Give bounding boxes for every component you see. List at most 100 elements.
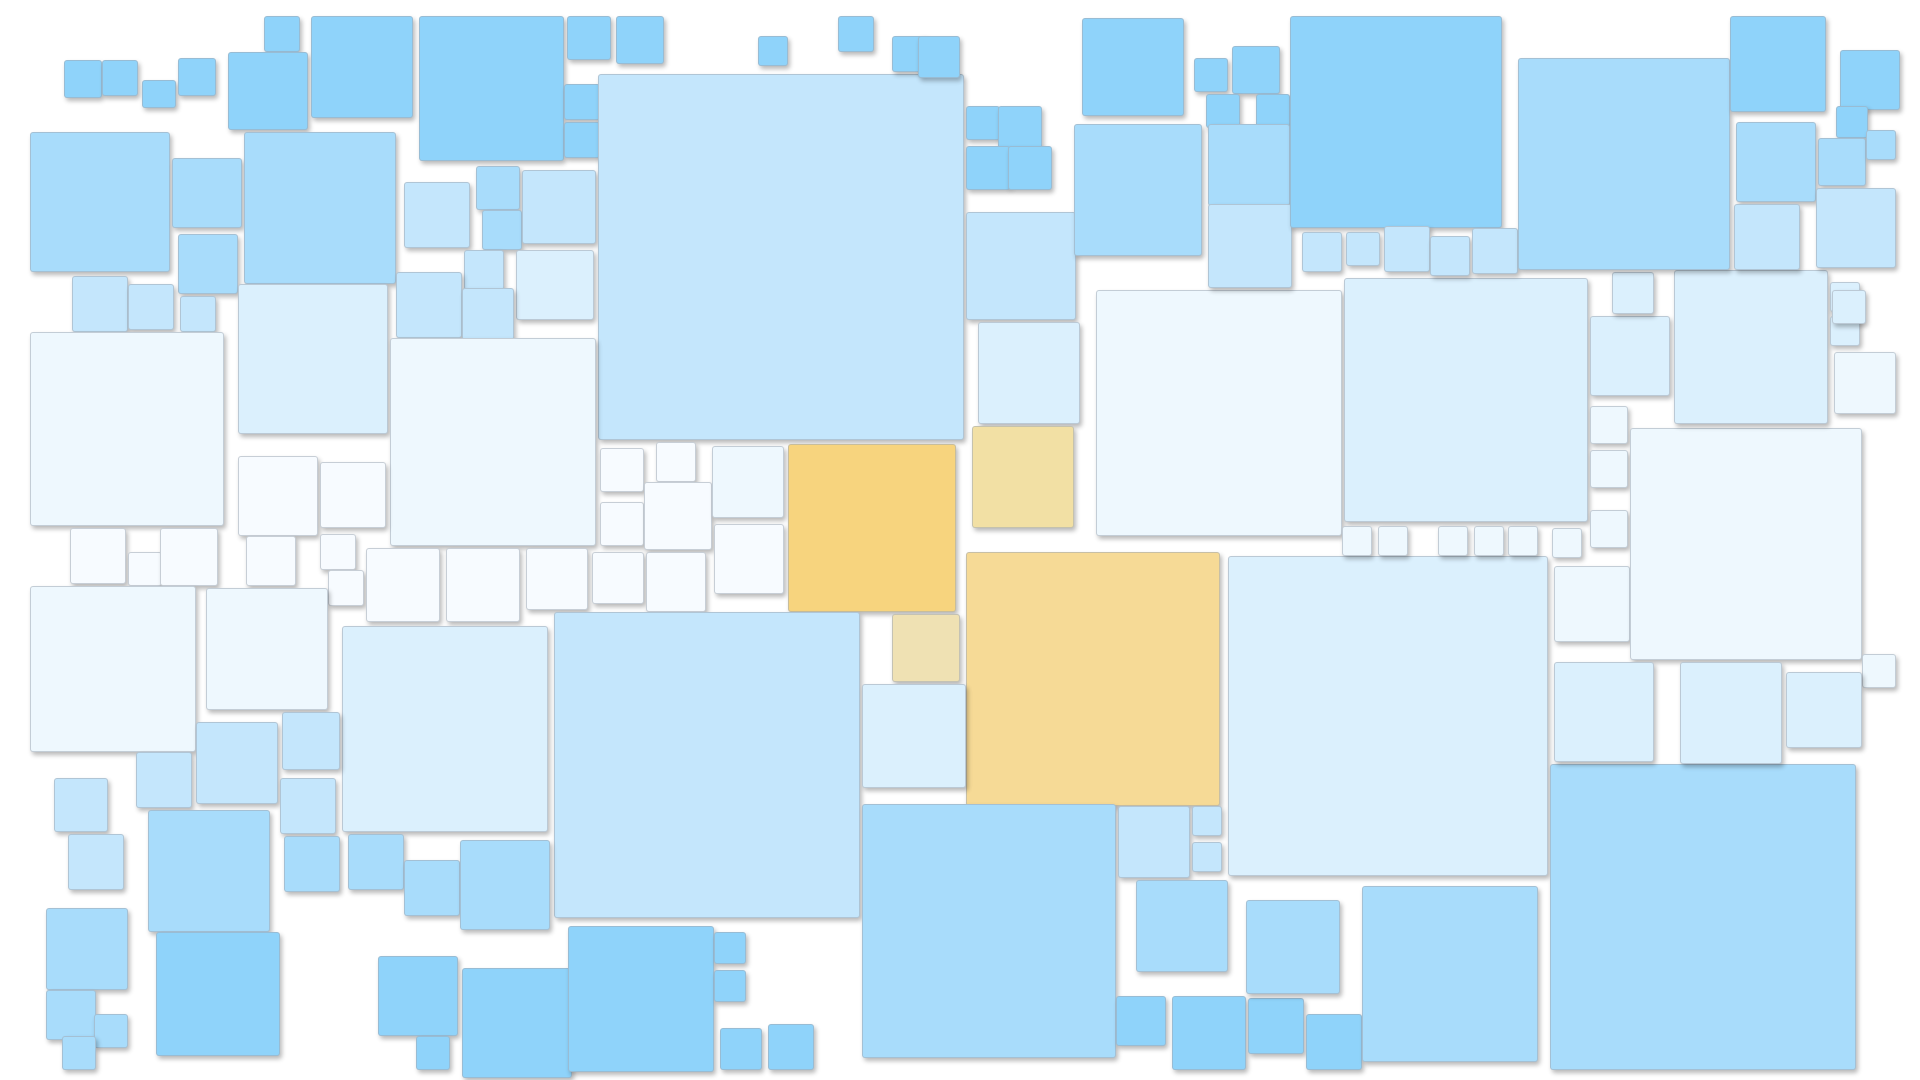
mosaic-tile (1612, 272, 1654, 314)
mosaic-tile (564, 122, 600, 158)
mosaic-tile (142, 80, 176, 108)
mosaic-tile (966, 552, 1220, 806)
mosaic-tile (1840, 50, 1900, 110)
mosaic-tile (966, 146, 1010, 190)
mosaic-tile (366, 548, 440, 622)
mosaic-tile (516, 250, 594, 320)
mosaic-tile (1674, 270, 1828, 424)
mosaic-tile (966, 106, 1000, 140)
mosaic-tile (1208, 204, 1292, 288)
mosaic-tile (1228, 556, 1548, 876)
mosaic-tile (1550, 764, 1856, 1070)
mosaic-tile (416, 1036, 450, 1070)
mosaic-tile (238, 456, 318, 536)
mosaic-tile (862, 684, 966, 788)
mosaic-tile (180, 296, 216, 332)
mosaic-tile (1290, 16, 1502, 228)
mosaic-tile (311, 16, 413, 118)
mosaic-tile (567, 16, 611, 60)
mosaic-tile (462, 968, 572, 1078)
mosaic-tile (1862, 654, 1896, 688)
mosaic-tile (1816, 188, 1896, 268)
mosaic-tile (464, 250, 504, 290)
mosaic-tile (714, 524, 784, 594)
mosaic-tile (280, 778, 336, 834)
mosaic-tile (1208, 124, 1290, 206)
mosaic-tile (1590, 406, 1628, 444)
mosaic-tile (554, 612, 860, 918)
mosaic-tile (246, 536, 296, 586)
mosaic-tile (568, 926, 714, 1072)
mosaic-tile (592, 552, 644, 604)
mosaic-tile (320, 534, 356, 570)
mosaic-tile (68, 834, 124, 890)
mosaic-tile (1438, 526, 1468, 556)
mosaic-tile (172, 158, 242, 228)
mosaic-tile (1346, 232, 1380, 266)
mosaic-tile (1590, 316, 1670, 396)
mosaic-tile (54, 778, 108, 832)
mosaic-tile (1256, 94, 1290, 128)
mosaic-tile (1508, 526, 1538, 556)
mosaic-tile (30, 132, 170, 272)
mosaic-tile (712, 446, 784, 518)
mosaic-tile (1232, 46, 1280, 94)
mosaic-tile (264, 16, 300, 52)
mosaic-tile (1430, 236, 1470, 276)
mosaic-tile (978, 322, 1080, 424)
mosaic-tile (720, 1028, 762, 1070)
mosaic-tile (460, 840, 550, 930)
mosaic-tile (892, 614, 960, 682)
mosaic-tile (178, 58, 216, 96)
mosaic-tile (136, 752, 192, 808)
mosaic-tile (148, 810, 270, 932)
mosaic-tile (160, 528, 218, 586)
mosaic-tile (1344, 278, 1588, 522)
mosaic-tile (600, 502, 644, 546)
mosaic-tile (72, 276, 128, 332)
mosaic-tile (1474, 526, 1504, 556)
mosaic-tile (482, 210, 522, 250)
mosaic-tile (206, 588, 328, 710)
mosaic-tile (1734, 204, 1800, 270)
mosaic-tile (616, 16, 664, 64)
mosaic-tile (1554, 566, 1630, 642)
mosaic-tile (1302, 232, 1342, 272)
mosaic-tile (1082, 18, 1184, 116)
mosaic-tile (238, 284, 388, 434)
mosaic-tile (156, 932, 280, 1056)
mosaic-tile (1172, 996, 1246, 1070)
mosaic-tile (282, 712, 340, 770)
mosaic-tile (1554, 662, 1654, 762)
mosaic-tile (644, 482, 712, 550)
mosaic-tile (1206, 94, 1240, 128)
mosaic-tile (462, 288, 514, 340)
mosaic-tile (178, 234, 238, 294)
mosaic-tile (128, 552, 162, 586)
mosaic-tile (526, 548, 588, 610)
mosaic-tile (390, 338, 596, 546)
mosaic-tile (768, 1024, 814, 1070)
mosaic-tile (1192, 806, 1222, 836)
mosaic-tile (128, 284, 174, 330)
mosaic-tile (564, 84, 600, 120)
mosaic-tile (522, 170, 596, 244)
mosaic-tile (378, 956, 458, 1036)
mosaic-tile (1786, 672, 1862, 748)
mosaic-tile (1384, 226, 1430, 272)
mosaic-tile (598, 74, 964, 440)
mosaic-tile (1378, 526, 1408, 556)
mosaic-tile (714, 970, 746, 1002)
mosaic-tile (228, 52, 308, 130)
mosaic-tile (1834, 352, 1896, 414)
mosaic-tile (1590, 450, 1628, 488)
mosaic-tile (1730, 16, 1826, 112)
mosaic-tile (972, 426, 1074, 528)
mosaic-tile (998, 106, 1042, 150)
mosaic-tile (1832, 290, 1866, 324)
mosaic-tile (758, 36, 788, 66)
mosaic-tile (656, 442, 696, 482)
mosaic-tile (244, 132, 396, 284)
mosaic-tile (328, 570, 364, 606)
